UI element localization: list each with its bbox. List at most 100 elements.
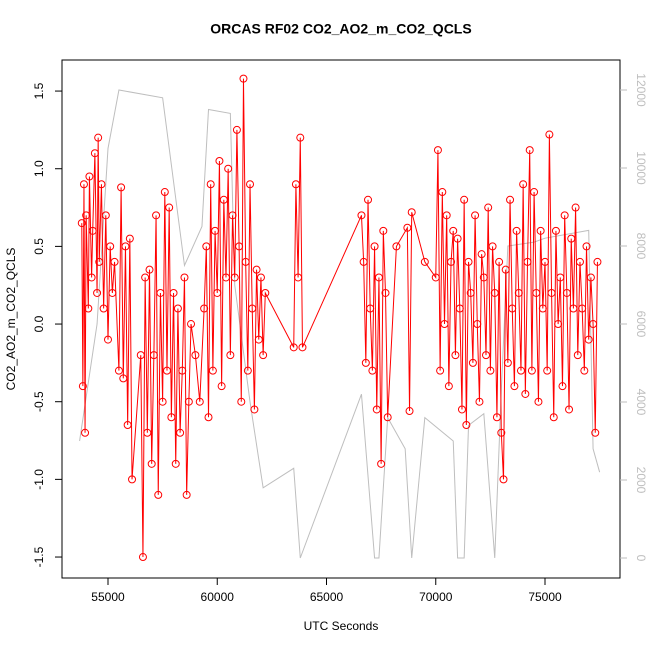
data-point (499, 475, 508, 484)
data-point (431, 273, 440, 282)
data-point (549, 413, 558, 422)
data-point (436, 366, 445, 375)
data-point (372, 405, 381, 414)
data-point (230, 273, 239, 282)
data-point (482, 351, 491, 360)
data-point (158, 397, 167, 406)
data-point (294, 273, 303, 282)
data-point (484, 203, 493, 212)
data-point (250, 405, 259, 414)
data-point (567, 234, 576, 243)
data-point (455, 304, 464, 313)
data-point (228, 211, 237, 220)
x-axis-label: UTC Seconds (304, 619, 379, 633)
data-point (565, 405, 574, 414)
data-point (235, 242, 244, 251)
data-point (78, 382, 87, 391)
data-point (173, 304, 182, 313)
data-point (82, 211, 91, 220)
y2-tick-label: 2000 (634, 467, 648, 494)
data-point (508, 304, 517, 313)
data-point (160, 188, 169, 197)
y-tick-label: -1.5 (32, 546, 46, 567)
data-point (492, 413, 501, 422)
data-point (206, 180, 215, 189)
data-point (254, 335, 263, 344)
data-point (578, 304, 587, 313)
data-point (364, 195, 373, 204)
data-point (449, 226, 458, 235)
series-line (79, 89, 601, 559)
data-point (475, 397, 484, 406)
data-point (259, 351, 268, 360)
data-point (556, 273, 565, 282)
x-tick-label: 70000 (419, 590, 453, 604)
data-point (534, 397, 543, 406)
y2-tick-label: 0 (634, 555, 648, 562)
data-point (252, 265, 261, 274)
data-point (589, 320, 598, 329)
data-point (145, 265, 154, 274)
data-point (497, 428, 506, 437)
data-point (523, 257, 532, 266)
y2-tick-label: 6000 (634, 311, 648, 338)
data-point (532, 288, 541, 297)
data-point (169, 288, 178, 297)
data-point (403, 223, 412, 232)
data-point (538, 304, 547, 313)
data-point (261, 288, 270, 297)
data-point (359, 257, 368, 266)
data-point (536, 226, 545, 235)
data-point (457, 405, 466, 414)
y-tick-label: 0.0 (32, 315, 46, 332)
data-point (495, 257, 504, 266)
y2-tick-label: 8000 (634, 233, 648, 260)
data-point (486, 366, 495, 375)
data-point (543, 366, 552, 375)
data-point (453, 234, 462, 243)
data-point (143, 428, 152, 437)
data-point (248, 304, 257, 313)
data-point (119, 374, 128, 383)
data-point (377, 459, 386, 468)
data-point (420, 257, 429, 266)
data-point (447, 257, 456, 266)
data-point (501, 265, 510, 274)
data-point (110, 257, 119, 266)
data-point (191, 351, 200, 360)
data-point (451, 351, 460, 360)
y-axis-label: CO2_AO2_m_CO2_QCLS (4, 248, 18, 391)
data-point (200, 304, 209, 313)
data-point (468, 358, 477, 367)
data-point (291, 180, 300, 189)
data-point (165, 203, 174, 212)
data-point (123, 421, 132, 430)
data-point (178, 366, 187, 375)
x-tick-label: 75000 (528, 590, 562, 604)
data-point (575, 257, 584, 266)
data-point (121, 242, 130, 251)
data-point (95, 257, 104, 266)
data-point (211, 226, 220, 235)
y-tick-label: 1.0 (32, 160, 46, 177)
data-point (154, 490, 163, 499)
data-point (171, 459, 180, 468)
data-point (591, 428, 600, 437)
data-point (466, 288, 475, 297)
data-point (167, 413, 176, 422)
data-point (180, 273, 189, 282)
x-tick-label: 65000 (310, 590, 344, 604)
data-point (108, 288, 117, 297)
data-point (593, 257, 602, 266)
data-point (368, 366, 377, 375)
data-point (442, 211, 451, 220)
data-point (77, 219, 86, 228)
data-point (208, 366, 217, 375)
data-point (149, 351, 158, 360)
data-point (514, 288, 523, 297)
data-point (361, 358, 370, 367)
data-point (141, 273, 150, 282)
data-point (440, 320, 449, 329)
data-point (93, 288, 102, 297)
data-point (381, 288, 390, 297)
